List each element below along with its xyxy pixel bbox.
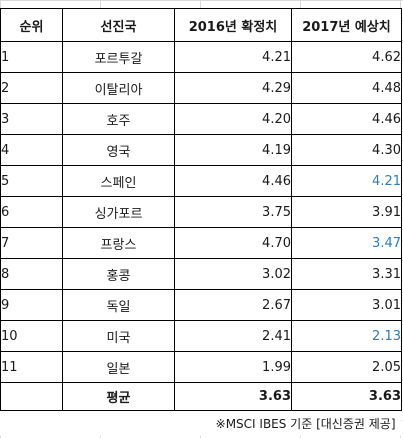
value-2017-cell: 4.48	[291, 72, 402, 104]
header-country: 선진국	[62, 8, 175, 42]
header-rank: 순위	[0, 8, 63, 42]
value-2017-cell: 3.01	[291, 289, 402, 321]
rank-cell: 1	[0, 41, 63, 73]
value-2016-cell: 4.21	[174, 41, 292, 73]
value-2016-cell: 2.41	[174, 320, 292, 352]
dividend-yield-table: 순위 선진국 2016년 확정치 2017년 예상치 1 포르투갈 4.21 4.62…	[0, 8, 402, 436]
value-2017-cell: 4.30	[291, 134, 402, 166]
table-row: 8 홍콩 3.02 3.31	[0, 258, 402, 290]
value-2016-cell: 1.99	[174, 351, 292, 383]
table-row: 7 프랑스 4.70 3.47	[0, 227, 402, 259]
value-2016-cell: 3.75	[174, 196, 292, 228]
rank-cell: 7	[0, 227, 63, 259]
rank-cell: 8	[0, 258, 63, 290]
rank-cell: 11	[0, 351, 63, 383]
value-2017-cell: 3.31	[291, 258, 402, 290]
value-2016-cell: 2.67	[174, 289, 292, 321]
rank-cell: 5	[0, 165, 63, 197]
table-row: 1 포르투갈 4.21 4.62	[0, 41, 402, 73]
value-2016-cell: 4.70	[174, 227, 292, 259]
value-2016-cell: 4.29	[174, 72, 292, 104]
value-2017-cell: 3.91	[291, 196, 402, 228]
rank-cell: 9	[0, 289, 63, 321]
header-2016: 2016년 확정치	[174, 8, 292, 42]
header-2017: 2017년 예상치	[291, 8, 402, 42]
average-rank-blank	[0, 382, 63, 411]
average-2017: 3.63	[291, 382, 402, 411]
rank-cell: 3	[0, 103, 63, 135]
table-row: 9 독일 2.67 3.01	[0, 289, 402, 321]
country-cell: 독일	[62, 289, 175, 321]
average-row: 평균 3.63 3.63	[0, 382, 402, 411]
country-cell: 호주	[62, 103, 175, 135]
country-cell: 일본	[62, 351, 175, 383]
value-2017-cell: 4.21	[291, 165, 402, 197]
table-row: 2 이탈리아 4.29 4.48	[0, 72, 402, 104]
value-2017-cell: 4.46	[291, 103, 402, 135]
value-2016-cell: 4.20	[174, 103, 292, 135]
country-cell: 스페인	[62, 165, 175, 197]
value-2017-cell: 4.62	[291, 41, 402, 73]
rank-cell: 4	[0, 134, 63, 166]
rank-cell: 10	[0, 320, 63, 352]
header-row: 순위 선진국 2016년 확정치 2017년 예상치	[0, 8, 402, 42]
value-2016-cell: 4.19	[174, 134, 292, 166]
source-note: ※MSCI IBES 기준 [대신증권 제공]	[0, 410, 402, 436]
value-2017-cell: 3.47	[291, 227, 402, 259]
rank-cell: 6	[0, 196, 63, 228]
value-2017-cell: 2.13	[291, 320, 402, 352]
country-cell: 포르투갈	[62, 41, 175, 73]
table-row: 11 일본 1.99 2.05	[0, 351, 402, 383]
average-label: 평균	[62, 382, 175, 411]
country-cell: 이탈리아	[62, 72, 175, 104]
table-row: 10 미국 2.41 2.13	[0, 320, 402, 352]
country-cell: 프랑스	[62, 227, 175, 259]
value-2016-cell: 4.46	[174, 165, 292, 197]
table-row: 4 영국 4.19 4.30	[0, 134, 402, 166]
value-2016-cell: 3.02	[174, 258, 292, 290]
note-row: ※MSCI IBES 기준 [대신증권 제공]	[0, 410, 402, 436]
table-body: 1 포르투갈 4.21 4.62 2 이탈리아 4.29 4.48 3 호주 4.20 4.46 4 영국…	[0, 41, 402, 383]
country-cell: 홍콩	[62, 258, 175, 290]
country-cell: 미국	[62, 320, 175, 352]
table-row: 6 싱가포르 3.75 3.91	[0, 196, 402, 228]
table-row: 3 호주 4.20 4.46	[0, 103, 402, 135]
country-cell: 영국	[62, 134, 175, 166]
country-cell: 싱가포르	[62, 196, 175, 228]
rank-cell: 2	[0, 72, 63, 104]
table-row: 5 스페인 4.46 4.21	[0, 165, 402, 197]
average-2016: 3.63	[174, 382, 292, 411]
value-2017-cell: 2.05	[291, 351, 402, 383]
